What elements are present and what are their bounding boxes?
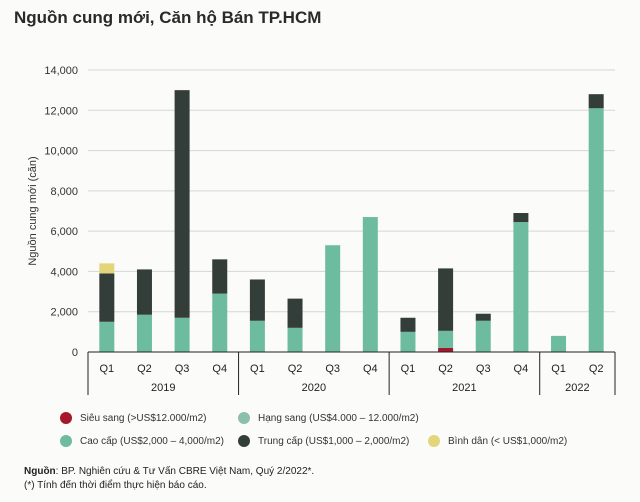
bar-segment (249, 279, 265, 321)
bar-segment (588, 108, 604, 353)
bar-segment (249, 320, 265, 352)
y-tick-label: 4,000 (50, 266, 78, 278)
bar-segment (438, 268, 454, 331)
year-label: 2020 (302, 382, 326, 394)
bar-segment (400, 331, 416, 352)
y-tick-label: 8,000 (50, 186, 78, 198)
source-note: Nguồn: BP. Nghiên cứu & Tư Vấn CBRE Việt… (24, 466, 314, 477)
bar-segment (136, 269, 152, 315)
bar-segment (212, 293, 228, 352)
bar-segment (513, 213, 529, 223)
x-tick-label: Q1 (250, 363, 265, 375)
bar-chart: 0 2,000 4,000 6,000 8,000 10,000 12,000 14,000 N… (27, 65, 616, 395)
year-label: 2021 (452, 382, 476, 394)
x-tick-label: Q4 (212, 363, 227, 375)
bar-segment (400, 317, 416, 332)
footnote: (*) Tính đến thời điểm thực hiện báo cáo… (24, 480, 207, 491)
legend-item-hang-sang: Hạng sang (US$4.000 – 12.000/m2) (238, 412, 419, 424)
x-tick-label: Q3 (325, 363, 340, 375)
source-label: Nguồn (24, 466, 56, 477)
x-tick-label: Q1 (401, 363, 416, 375)
x-tick-label: Q3 (476, 363, 491, 375)
y-tick-label: 6,000 (50, 226, 78, 238)
bar-segment (287, 327, 303, 352)
x-tick-label: Q2 (288, 363, 303, 375)
bar-segment (438, 347, 454, 352)
legend-swatch (238, 412, 250, 424)
y-tick-label: 14,000 (44, 65, 78, 77)
legend-label: Bình dân (< US$1,000/m2) (448, 435, 568, 447)
legend-swatch (238, 435, 250, 447)
source-text: : BP. Nghiên cứu & Tư Vấn CBRE Việt Nam,… (55, 466, 315, 477)
bar-segment (99, 263, 115, 274)
legend-swatch (60, 412, 72, 424)
legend-item-trung-cap: Trung cấp (US$1,000 – 2,000/m2) (238, 435, 409, 447)
bar-segment (174, 90, 190, 318)
year-label: 2019 (151, 382, 175, 394)
bar-segment (99, 321, 115, 352)
bar-segment (99, 273, 115, 322)
legend-label: Siêu sang (>US$12.000/m2) (80, 412, 207, 424)
legend-item-sieu-sang: Siêu sang (>US$12.000/m2) (60, 412, 206, 424)
x-tick-label: Q4 (514, 363, 529, 375)
chart-title: Nguồn cung mới, Căn hộ Bán TP.HCM (14, 8, 322, 27)
legend-swatch (428, 435, 440, 447)
x-tick-label: Q1 (551, 363, 566, 375)
bar-segment (287, 298, 303, 328)
x-tick-label: Q2 (438, 363, 453, 375)
y-tick-label: 10,000 (44, 146, 78, 158)
year-label: 2022 (565, 382, 589, 394)
bar-segment (551, 335, 567, 352)
legend-item-binh-dan: Bình dân (< US$1,000/m2) (428, 435, 567, 447)
bar-segment (212, 259, 228, 294)
bar-segment (325, 245, 341, 352)
legend-swatch (60, 435, 72, 447)
bar-segment (362, 217, 378, 352)
x-tick-label: Q3 (175, 363, 190, 375)
bar-segment (136, 314, 152, 352)
x-tick-label: Q2 (589, 363, 604, 375)
y-tick-label: 2,000 (50, 307, 78, 319)
bar-segment (438, 330, 454, 348)
bar-segment (475, 320, 491, 352)
bar-segment (475, 313, 491, 321)
legend-label: Trung cấp (US$1,000 – 2,000/m2) (258, 435, 410, 447)
bar-segment (588, 94, 604, 109)
y-tick-label: 12,000 (44, 105, 78, 117)
x-tick-label: Q4 (363, 363, 378, 375)
x-tick-label: Q2 (137, 363, 152, 375)
y-tick-label: 0 (72, 347, 78, 359)
bar-segment (174, 317, 190, 352)
legend-label: Cao cấp (US$2,000 – 4,000/m2) (80, 435, 224, 447)
y-axis-label: Nguồn cung mới (căn) (27, 156, 39, 265)
bar-segment (513, 222, 529, 352)
legend-item-cao-cap: Cao cấp (US$2,000 – 4,000/m2) (60, 435, 224, 447)
x-tick-label: Q1 (99, 363, 114, 375)
legend-label: Hạng sang (US$4.000 – 12.000/m2) (258, 412, 419, 424)
